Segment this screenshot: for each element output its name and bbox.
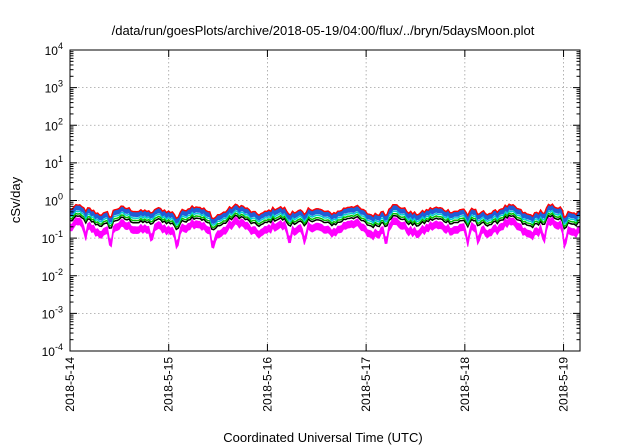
y-tick-label: 10-1: [42, 229, 63, 246]
series-line-red-top: [69, 203, 581, 220]
y-tick-label: 103: [45, 79, 63, 96]
x-tick-label: 2018-5-18: [458, 357, 472, 412]
y-tick-label: 100: [45, 192, 63, 209]
series-line-2: [70, 212, 581, 229]
x-tick-label: 2018-5-16: [260, 357, 274, 412]
y-tick-label: 10-2: [42, 267, 63, 284]
y-tick-label: 10-4: [42, 342, 63, 359]
chart-title: /data/run/goesPlots/archive/2018-05-19/0…: [112, 23, 535, 38]
y-axis-label: cSv/day: [8, 176, 23, 223]
x-tick-labels: 2018-5-14 2018-5-15 2018-5-16 2018-5-17 2018…: [63, 357, 571, 412]
y-tick-labels: 10-4 10-3 10-2 10-1 100 101 102 103 104: [42, 41, 63, 359]
x-tick-label: 2018-5-14: [63, 357, 77, 412]
grid-lines: [70, 50, 580, 351]
series-area: [69, 203, 581, 250]
x-tick-label: 2018-5-15: [162, 357, 176, 412]
x-tick-label: 2018-5-19: [557, 357, 571, 412]
y-tick-label: 104: [45, 41, 63, 58]
series-line-3: [69, 209, 581, 227]
x-axis-label: Coordinated Universal Time (UTC): [223, 430, 422, 445]
series-line-1: [70, 214, 581, 231]
axis-ticks: [69, 49, 580, 352]
x-tick-label: 2018-5-17: [359, 357, 373, 412]
y-tick-label: 10-3: [42, 304, 63, 321]
y-tick-label: 102: [45, 116, 63, 133]
y-tick-label: 101: [45, 154, 63, 171]
